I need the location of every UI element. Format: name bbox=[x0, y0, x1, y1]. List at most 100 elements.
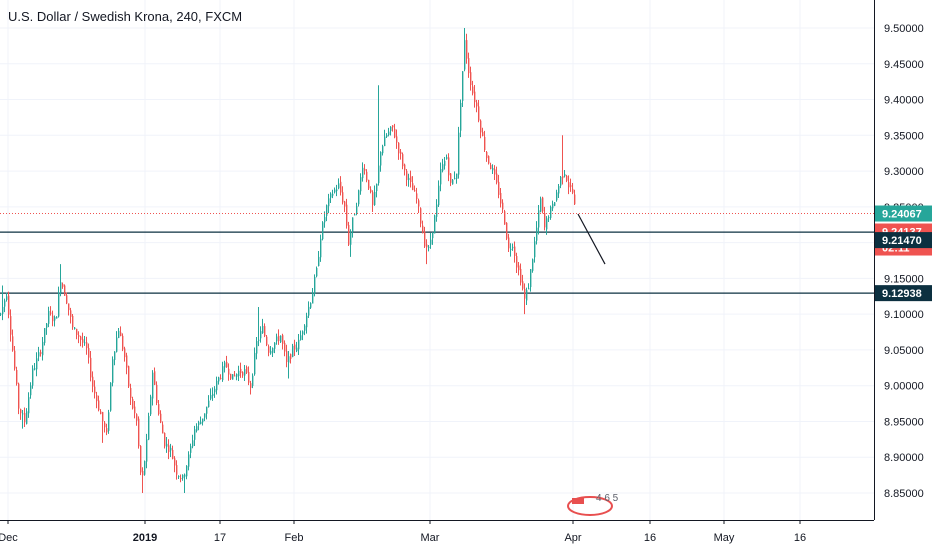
candle[interactable] bbox=[288, 351, 290, 379]
candle[interactable] bbox=[78, 331, 80, 344]
candle[interactable] bbox=[70, 307, 72, 324]
candle[interactable] bbox=[524, 283, 526, 315]
candle[interactable] bbox=[2, 285, 4, 321]
candle[interactable] bbox=[42, 336, 44, 361]
candle[interactable] bbox=[296, 341, 298, 353]
candle[interactable] bbox=[128, 365, 130, 388]
candle[interactable] bbox=[256, 337, 258, 360]
candle[interactable] bbox=[12, 329, 14, 352]
candle[interactable] bbox=[200, 416, 202, 425]
candle[interactable] bbox=[236, 373, 238, 381]
candle[interactable] bbox=[334, 187, 336, 194]
candle[interactable] bbox=[82, 332, 84, 348]
candle[interactable] bbox=[6, 292, 8, 302]
candle[interactable] bbox=[478, 99, 480, 123]
candle[interactable] bbox=[104, 421, 106, 433]
candle[interactable] bbox=[510, 243, 512, 257]
candle[interactable] bbox=[62, 282, 64, 289]
candle[interactable] bbox=[250, 380, 252, 395]
candle[interactable] bbox=[474, 84, 476, 108]
candle[interactable] bbox=[410, 170, 412, 188]
candle[interactable] bbox=[158, 399, 160, 416]
candle[interactable] bbox=[320, 234, 322, 262]
candle[interactable] bbox=[558, 183, 560, 199]
candle[interactable] bbox=[264, 323, 266, 338]
candle[interactable] bbox=[376, 183, 378, 198]
candle[interactable] bbox=[490, 162, 492, 170]
candle[interactable] bbox=[496, 166, 498, 185]
candle[interactable] bbox=[412, 176, 414, 191]
candle[interactable] bbox=[512, 243, 514, 251]
candle[interactable] bbox=[528, 283, 530, 290]
candle[interactable] bbox=[140, 445, 142, 476]
candle[interactable] bbox=[290, 353, 292, 364]
candle[interactable] bbox=[68, 303, 70, 316]
candle[interactable] bbox=[366, 169, 368, 183]
candle[interactable] bbox=[208, 395, 210, 408]
candle[interactable] bbox=[48, 306, 50, 328]
candle[interactable] bbox=[332, 189, 334, 199]
candle[interactable] bbox=[462, 71, 464, 107]
candle[interactable] bbox=[46, 322, 48, 335]
candle[interactable] bbox=[184, 473, 186, 493]
candle[interactable] bbox=[326, 204, 328, 222]
candle[interactable] bbox=[260, 326, 262, 343]
candle[interactable] bbox=[428, 245, 430, 252]
candle[interactable] bbox=[232, 374, 234, 380]
candle[interactable] bbox=[220, 374, 222, 380]
candle[interactable] bbox=[460, 99, 462, 138]
candle[interactable] bbox=[138, 416, 140, 449]
candle[interactable] bbox=[396, 129, 398, 149]
candle[interactable] bbox=[20, 408, 22, 420]
candle[interactable] bbox=[80, 335, 82, 347]
candle[interactable] bbox=[194, 425, 196, 446]
candle[interactable] bbox=[568, 175, 570, 195]
candle[interactable] bbox=[514, 241, 516, 263]
candle[interactable] bbox=[284, 340, 286, 357]
candle[interactable] bbox=[26, 408, 28, 425]
candle[interactable] bbox=[426, 239, 428, 265]
candle[interactable] bbox=[300, 330, 302, 341]
candle[interactable] bbox=[530, 268, 532, 292]
candle[interactable] bbox=[148, 412, 150, 441]
candle[interactable] bbox=[518, 262, 520, 276]
candle[interactable] bbox=[386, 133, 388, 139]
candle[interactable] bbox=[358, 189, 360, 207]
candle[interactable] bbox=[436, 199, 438, 222]
candle[interactable] bbox=[350, 229, 352, 257]
candle[interactable] bbox=[202, 418, 204, 426]
candle[interactable] bbox=[364, 164, 366, 175]
candle[interactable] bbox=[492, 164, 494, 174]
candle[interactable] bbox=[464, 28, 466, 72]
candle[interactable] bbox=[336, 184, 338, 197]
candle[interactable] bbox=[230, 373, 232, 380]
candle[interactable] bbox=[126, 352, 128, 375]
candle[interactable] bbox=[388, 127, 390, 137]
candle[interactable] bbox=[538, 205, 540, 235]
candle[interactable] bbox=[324, 211, 326, 228]
candle[interactable] bbox=[36, 352, 38, 377]
candle[interactable] bbox=[494, 165, 496, 180]
candle[interactable] bbox=[234, 371, 236, 377]
candle[interactable] bbox=[88, 343, 90, 364]
candle[interactable] bbox=[226, 355, 228, 368]
candle[interactable] bbox=[34, 362, 36, 371]
candle[interactable] bbox=[378, 85, 380, 186]
candle[interactable] bbox=[522, 274, 524, 291]
candle[interactable] bbox=[506, 222, 508, 241]
candle[interactable] bbox=[116, 331, 118, 353]
candle[interactable] bbox=[14, 345, 16, 371]
candle[interactable] bbox=[408, 173, 410, 187]
candle[interactable] bbox=[554, 202, 556, 207]
candle[interactable] bbox=[552, 200, 554, 212]
candle[interactable] bbox=[414, 185, 416, 192]
candle[interactable] bbox=[228, 363, 230, 381]
candle[interactable] bbox=[266, 334, 268, 347]
candle[interactable] bbox=[372, 190, 374, 212]
candle[interactable] bbox=[100, 409, 102, 415]
candle[interactable] bbox=[160, 410, 162, 424]
candle[interactable] bbox=[218, 376, 220, 385]
candle[interactable] bbox=[450, 173, 452, 187]
candle[interactable] bbox=[176, 460, 178, 480]
